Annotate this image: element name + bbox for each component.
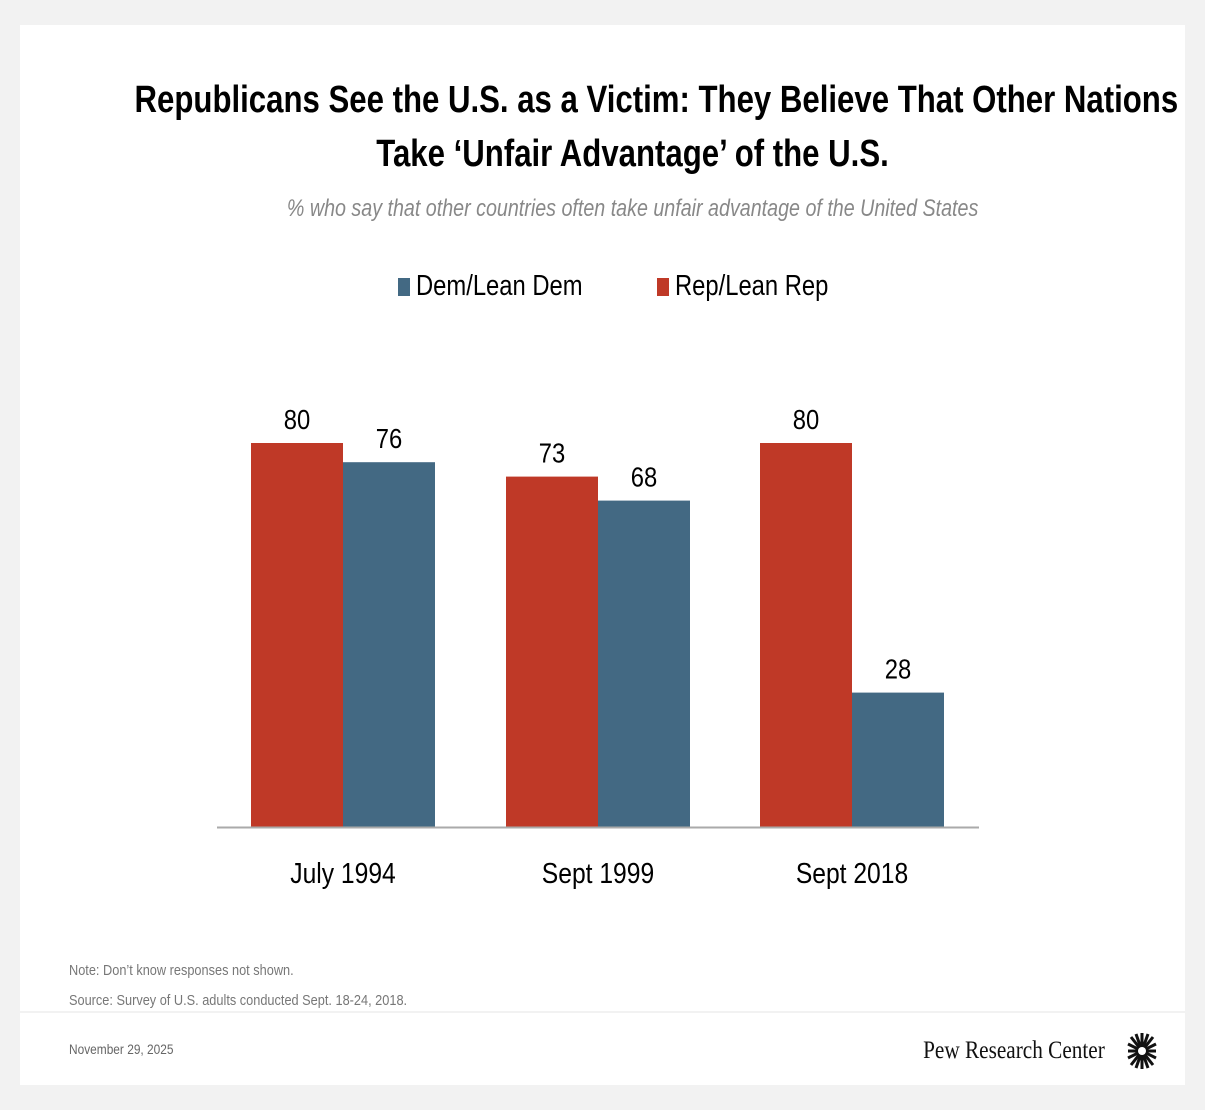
chart-card: Republicans See the U.S. as a Victim: Th… bbox=[20, 25, 1185, 1085]
bar-dem bbox=[852, 692, 944, 827]
chart-title-line-1: Republicans See the U.S. as a Victim: Th… bbox=[20, 75, 1205, 125]
subtitle-text: % who say that other countries often tak… bbox=[286, 195, 979, 222]
legend-label-rep: Rep/Lean Rep bbox=[675, 270, 829, 302]
data-label: 68 bbox=[631, 461, 657, 493]
data-label: 28 bbox=[885, 653, 911, 685]
chart-note: Note: Don’t know responses not shown. bbox=[69, 962, 294, 979]
data-label: 76 bbox=[376, 422, 402, 454]
chart-title-line-2: Take ‘Unfair Advantage’ of the U.S. bbox=[20, 129, 1205, 179]
data-label: 80 bbox=[793, 403, 819, 435]
bar-rep bbox=[251, 443, 343, 827]
legend-item-rep: Rep/Lean Rep bbox=[657, 270, 862, 303]
bar-dem bbox=[598, 500, 690, 827]
x-tick-label: Sept 1999 bbox=[542, 857, 654, 889]
footer-date: November 29, 2025 bbox=[69, 1041, 174, 1057]
pew-logo-icon bbox=[1127, 1033, 1157, 1069]
title-text: Republicans See the U.S. as a Victim: Th… bbox=[134, 79, 1179, 121]
legend-swatch-dem bbox=[398, 277, 410, 296]
bar-rep bbox=[760, 443, 852, 827]
legend-item-dem: Dem/Lean Dem bbox=[398, 270, 619, 303]
chart-source: Source: Survey of U.S. adults conducted … bbox=[69, 992, 408, 1009]
bar-chart: 80 76 July 1994 73 68 Sept 1999 80 28 Sept 2018 bbox=[217, 403, 979, 889]
bar-dem bbox=[343, 462, 435, 827]
footer-divider bbox=[20, 1011, 1185, 1013]
legend-swatch-rep bbox=[657, 277, 669, 296]
chart-subtitle: % who say that other countries often tak… bbox=[20, 195, 1205, 223]
legend-label-dem: Dem/Lean Dem bbox=[416, 270, 583, 302]
title-text: Take ‘Unfair Advantage’ of the U.S. bbox=[376, 133, 889, 175]
brand-name: Pew Research Center bbox=[923, 1037, 1105, 1064]
bar-rep bbox=[506, 476, 598, 827]
x-tick-label: July 1994 bbox=[290, 857, 396, 889]
x-tick-label: Sept 2018 bbox=[796, 857, 908, 889]
data-label: 80 bbox=[284, 403, 310, 435]
data-label: 73 bbox=[539, 437, 565, 469]
